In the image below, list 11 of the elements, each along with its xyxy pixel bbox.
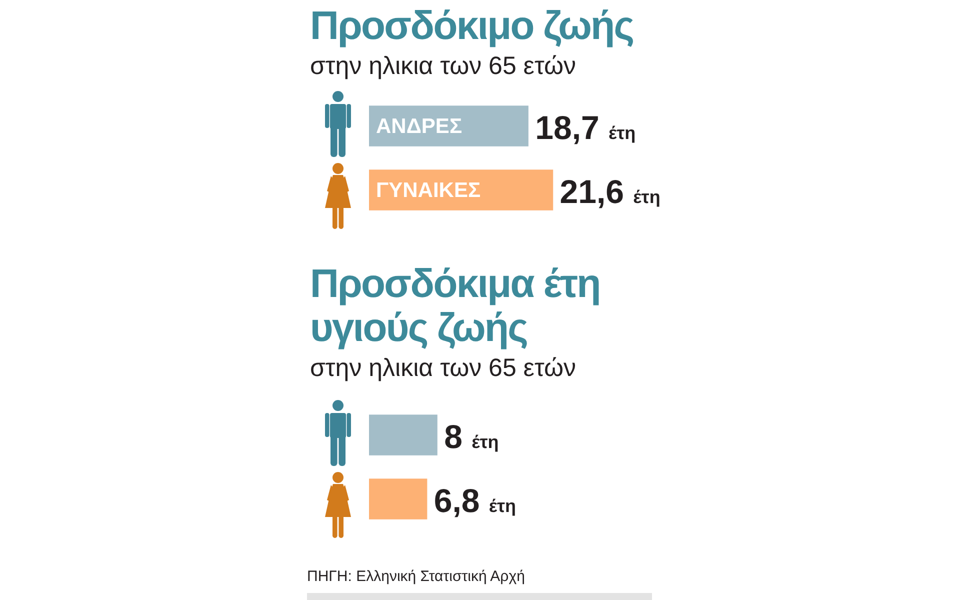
data-label: 18,7 έτη (535, 109, 636, 146)
chart-subtitle: στην ηλικια των 65 ετών (310, 51, 577, 81)
chart-title: Προσδόκιμο ζωής (310, 4, 634, 48)
data-label: 6,8 έτη (434, 482, 516, 519)
chart-subtitle: στην ηλικια των 65 ετών (310, 353, 577, 383)
y-tick-label: ΓΥΝΑΙΚΕΣ (376, 178, 481, 202)
data-label: 21,6 έτη (560, 173, 660, 210)
y-tick-label: ΑΝΔΡΕΣ (376, 114, 462, 138)
chart-title: Προσδόκιμα έτη υγιούς ζωής (310, 262, 601, 350)
text: ΠΗΓΗ: Ελληνική Στατιστική Αρχή (307, 568, 526, 586)
data-label: 8 έτη (444, 418, 499, 455)
